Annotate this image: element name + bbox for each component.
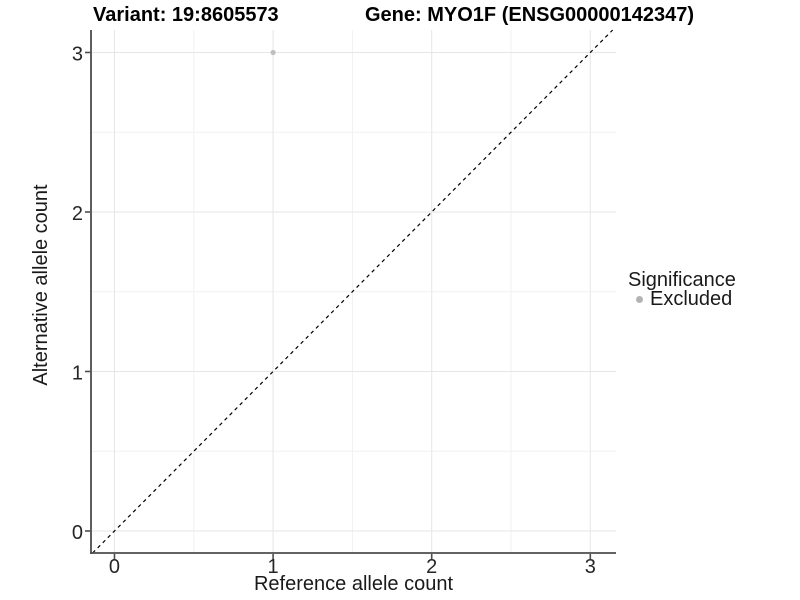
legend-title: Significance [628,269,736,291]
identity-line [92,29,614,554]
x-tick-label: 0 [109,556,120,578]
plot-title-gene: Gene: MYO1F (ENSG00000142347) [365,4,695,26]
tick-marks [85,51,592,559]
data-points [270,49,276,56]
plot-title-variant: Variant: 19:8605573 [93,4,279,26]
x-tick-label: 1 [268,556,279,578]
x-tick-label: 3 [585,556,596,578]
legend-swatch-dot-icon [636,295,643,303]
legend-item-excluded: Excluded [630,288,732,310]
x-axis-title: Reference allele count [253,573,453,595]
data-point [270,49,276,56]
legend-item-label: Excluded [650,288,733,310]
y-tick-label: 3 [72,43,83,65]
y-tick-label: 1 [72,362,83,384]
y-tick-label: 2 [72,203,83,225]
axis-lines [90,30,616,554]
y-tick-label: 0 [72,522,83,544]
gridlines-minor [91,30,616,553]
tick-labels: 0 1 2 3 0 1 2 3 [72,43,596,578]
gridlines-major [91,30,616,553]
y-axis-title: Alternative allele count [30,184,52,386]
x-tick-label: 2 [426,556,437,578]
